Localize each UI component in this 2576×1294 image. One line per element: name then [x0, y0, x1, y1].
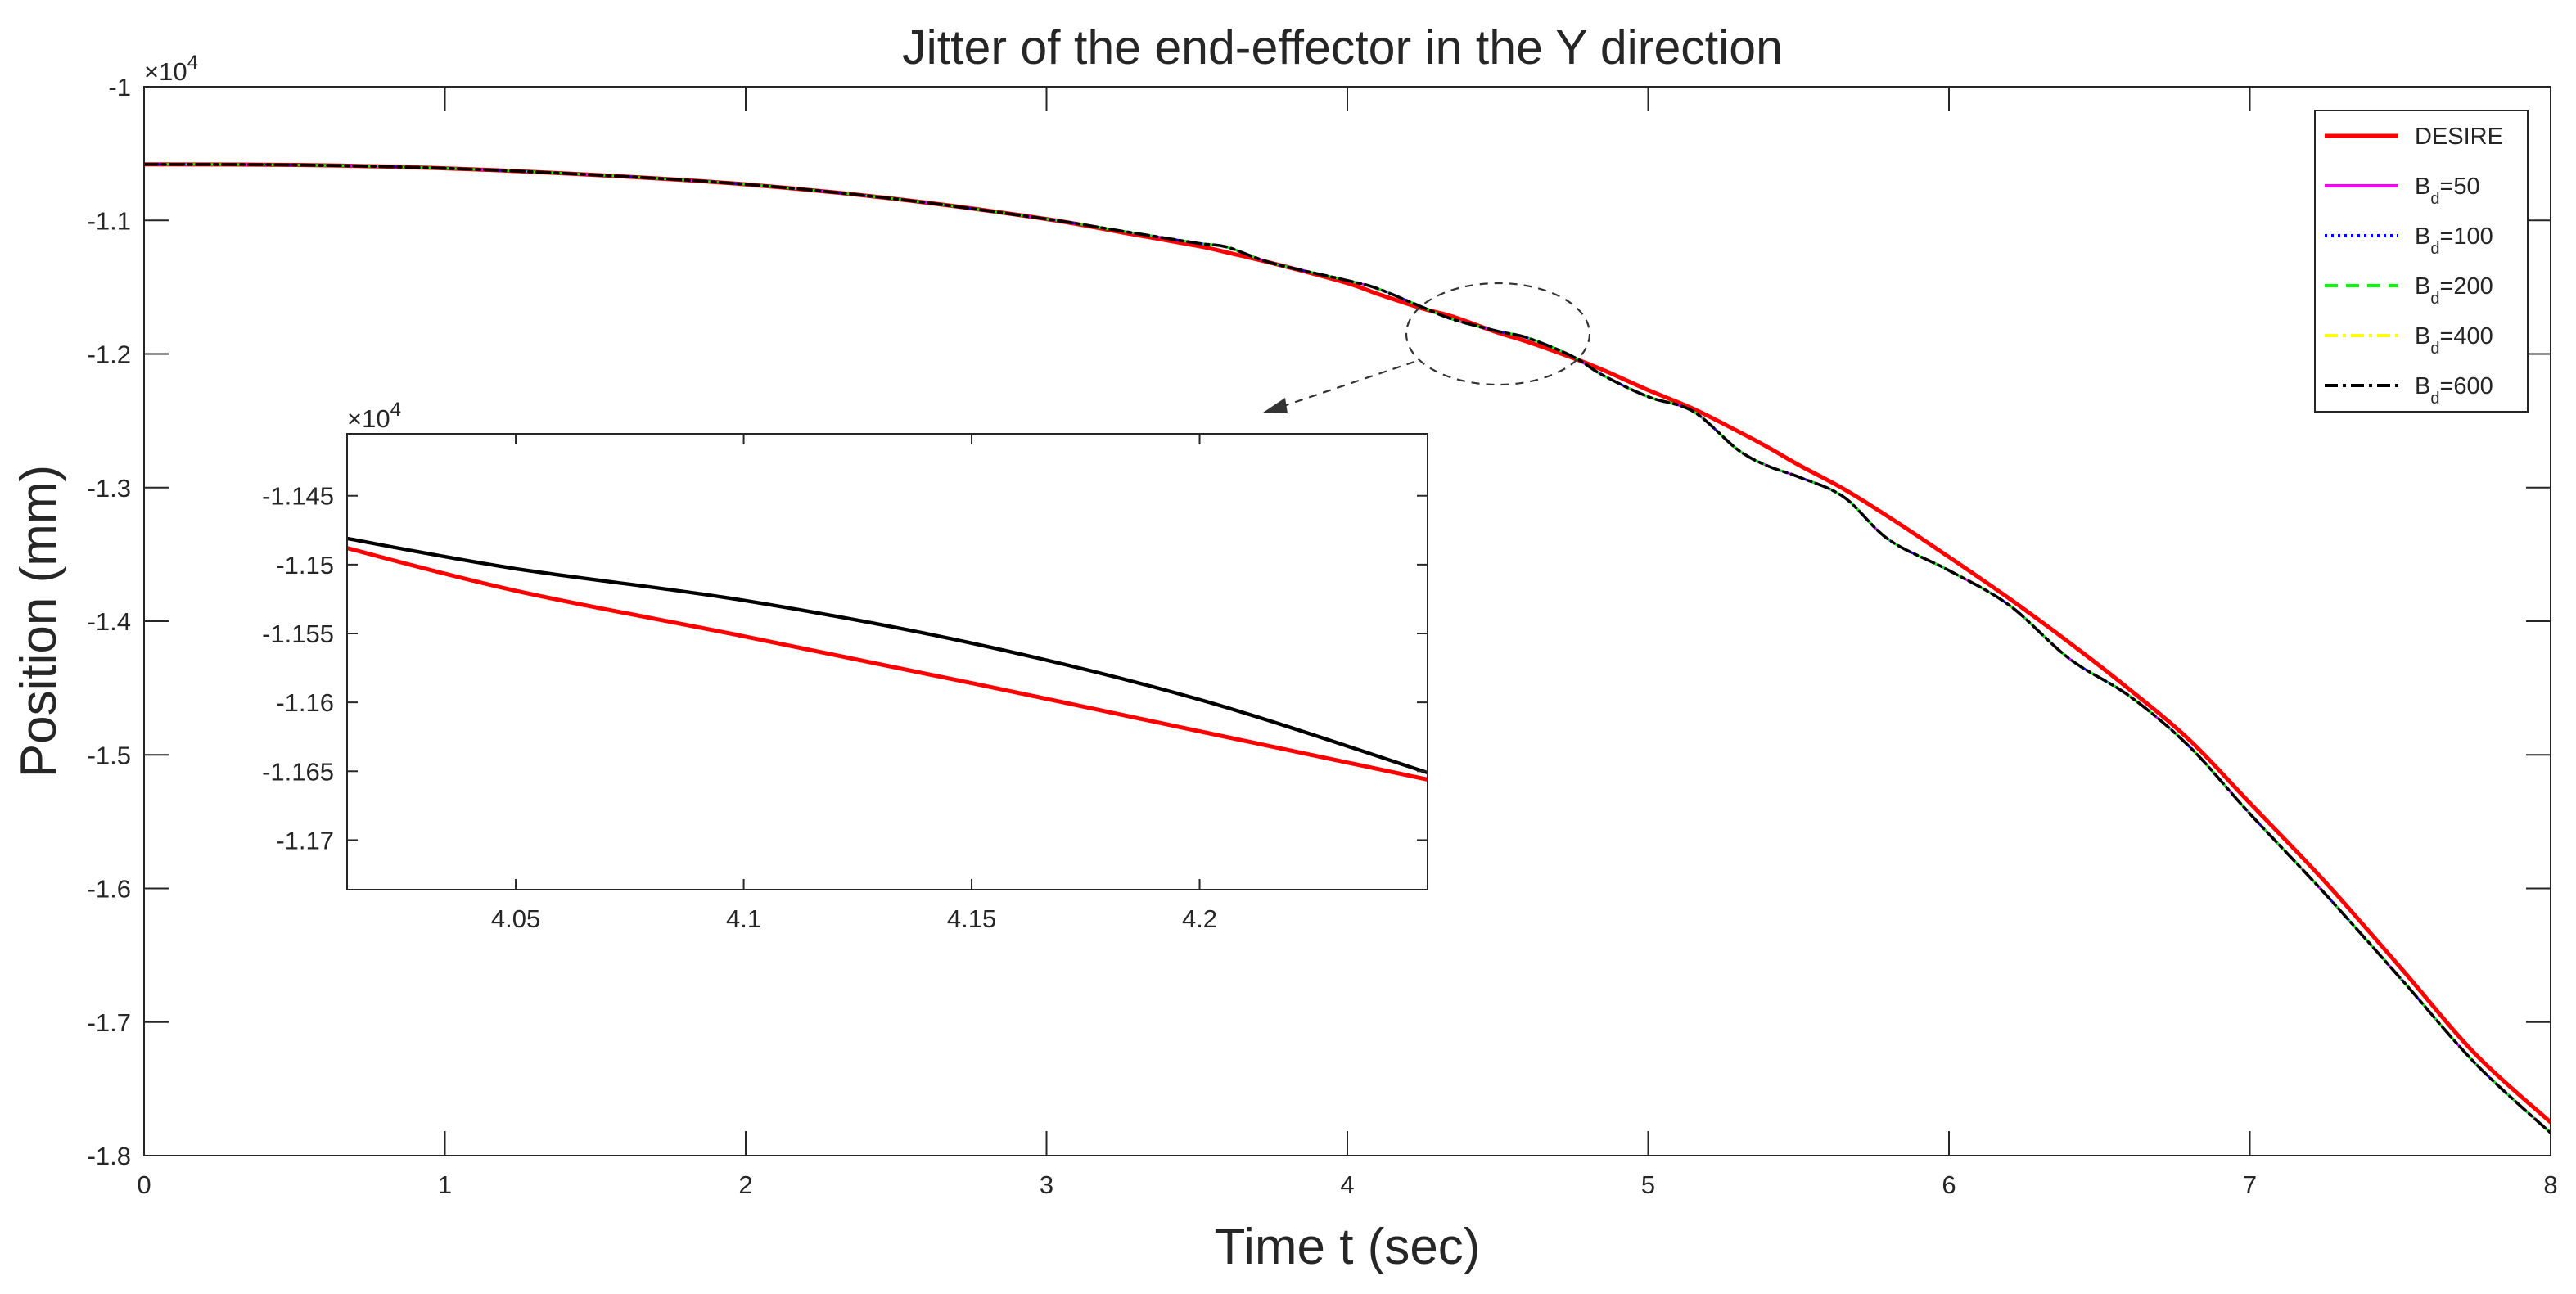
legend-item: Bd=400 — [2325, 323, 2493, 358]
legend-item: Bd=100 — [2325, 223, 2493, 258]
inset-y-tick-label: -1.145 — [262, 482, 334, 511]
legend: DESIRE Bd=50 Bd=100 Bd=200 Bd=400 Bd=600 — [2314, 110, 2529, 413]
inset-y-exponent: ×104 — [347, 399, 401, 433]
main-y-tick-label: -1.7 — [88, 1008, 131, 1037]
main-axes: 0 1 2 3 4 5 6 7 8 -1 -1.1 -1.2 -1.3 -1.4 -1.5 -1.6 -1.7… — [88, 52, 2558, 1199]
main-y-tick-label: -1.8 — [88, 1142, 131, 1170]
main-x-tick-label: 0 — [137, 1170, 151, 1199]
main-x-tick-label: 2 — [738, 1170, 752, 1199]
legend-label: DESIRE — [2415, 124, 2503, 150]
inset-x-tick-label: 4.2 — [1182, 904, 1217, 933]
main-y-tick-label: -1.6 — [88, 875, 131, 904]
chart-title: Jitter of the end-effector in the Y dire… — [902, 20, 1783, 74]
zoom-region-ellipse — [1405, 282, 1591, 386]
main-x-tick-label: 6 — [1942, 1170, 1956, 1199]
main-y-tick-label: -1.5 — [88, 741, 131, 769]
main-x-tick-label: 7 — [2243, 1170, 2257, 1199]
main-x-ticks: 0 1 2 3 4 5 6 7 8 — [137, 87, 2558, 1199]
inset-x-tick-label: 4.05 — [491, 904, 540, 933]
main-y-tick-label: -1 — [108, 73, 131, 101]
main-x-tick-label: 1 — [438, 1170, 452, 1199]
main-y-tick-label: -1.1 — [88, 206, 131, 235]
inset-y-tick-label: -1.16 — [276, 688, 334, 717]
main-y-ticks: -1 -1.1 -1.2 -1.3 -1.4 -1.5 -1.6 -1.7 -1.8 — [88, 73, 2551, 1170]
legend-label: Bd=600 — [2415, 373, 2493, 408]
main-x-tick-label: 3 — [1040, 1170, 1053, 1199]
y-axis-label: Position (mm) — [11, 465, 67, 778]
main-y-tick-label: -1.2 — [88, 340, 131, 369]
legend-item: DESIRE — [2325, 124, 2503, 150]
inset-x-ticks: 4.05 4.1 4.15 4.2 — [491, 434, 1217, 933]
main-x-tick-label: 4 — [1340, 1170, 1354, 1199]
legend-box — [2314, 110, 2529, 413]
inset-series-desire — [347, 546, 1428, 782]
main-series-bd-600 — [144, 162, 2551, 1134]
legend-label: Bd=200 — [2415, 273, 2493, 308]
inset-series-group — [347, 536, 1428, 782]
inset-y-tick-label: -1.155 — [262, 620, 334, 648]
x-axis-label: Time t (sec) — [1215, 1219, 1481, 1275]
main-y-tick-label: -1.4 — [88, 607, 131, 636]
legend-label: Bd=50 — [2415, 174, 2480, 208]
legend-item: Bd=600 — [2325, 373, 2493, 408]
inset-y-tick-label: -1.165 — [262, 757, 334, 786]
legend-label: Bd=400 — [2415, 323, 2493, 358]
inset-axes: 4.05 4.1 4.15 4.2 -1.145-1.15-1.155-1.16-1.… — [262, 399, 1428, 933]
legend-label: Bd=100 — [2415, 223, 2493, 258]
inset-series-bd-600 — [347, 536, 1428, 775]
inset-frame — [346, 433, 1428, 890]
inset-y-tick-label: -1.17 — [276, 826, 334, 854]
inset-y-tick-label: -1.15 — [276, 551, 334, 579]
main-y-exponent: ×104 — [144, 52, 198, 86]
main-x-tick-label: 5 — [1641, 1170, 1655, 1199]
legend-item: Bd=200 — [2325, 273, 2493, 308]
inset-x-tick-label: 4.15 — [947, 904, 996, 933]
inset-y-ticks: -1.145 -1.15 -1.155 -1.16 -1.165 -1.17 — [262, 482, 1428, 854]
inset-x-tick-label: 4.1 — [726, 904, 761, 933]
main-y-tick-label: -1.3 — [88, 474, 131, 503]
inset-background — [347, 434, 1428, 890]
legend-item: Bd=50 — [2325, 174, 2480, 208]
main-x-tick-label: 8 — [2543, 1170, 2557, 1199]
main-series-group — [144, 162, 2551, 1134]
zoom-arrowhead — [1263, 398, 1288, 413]
